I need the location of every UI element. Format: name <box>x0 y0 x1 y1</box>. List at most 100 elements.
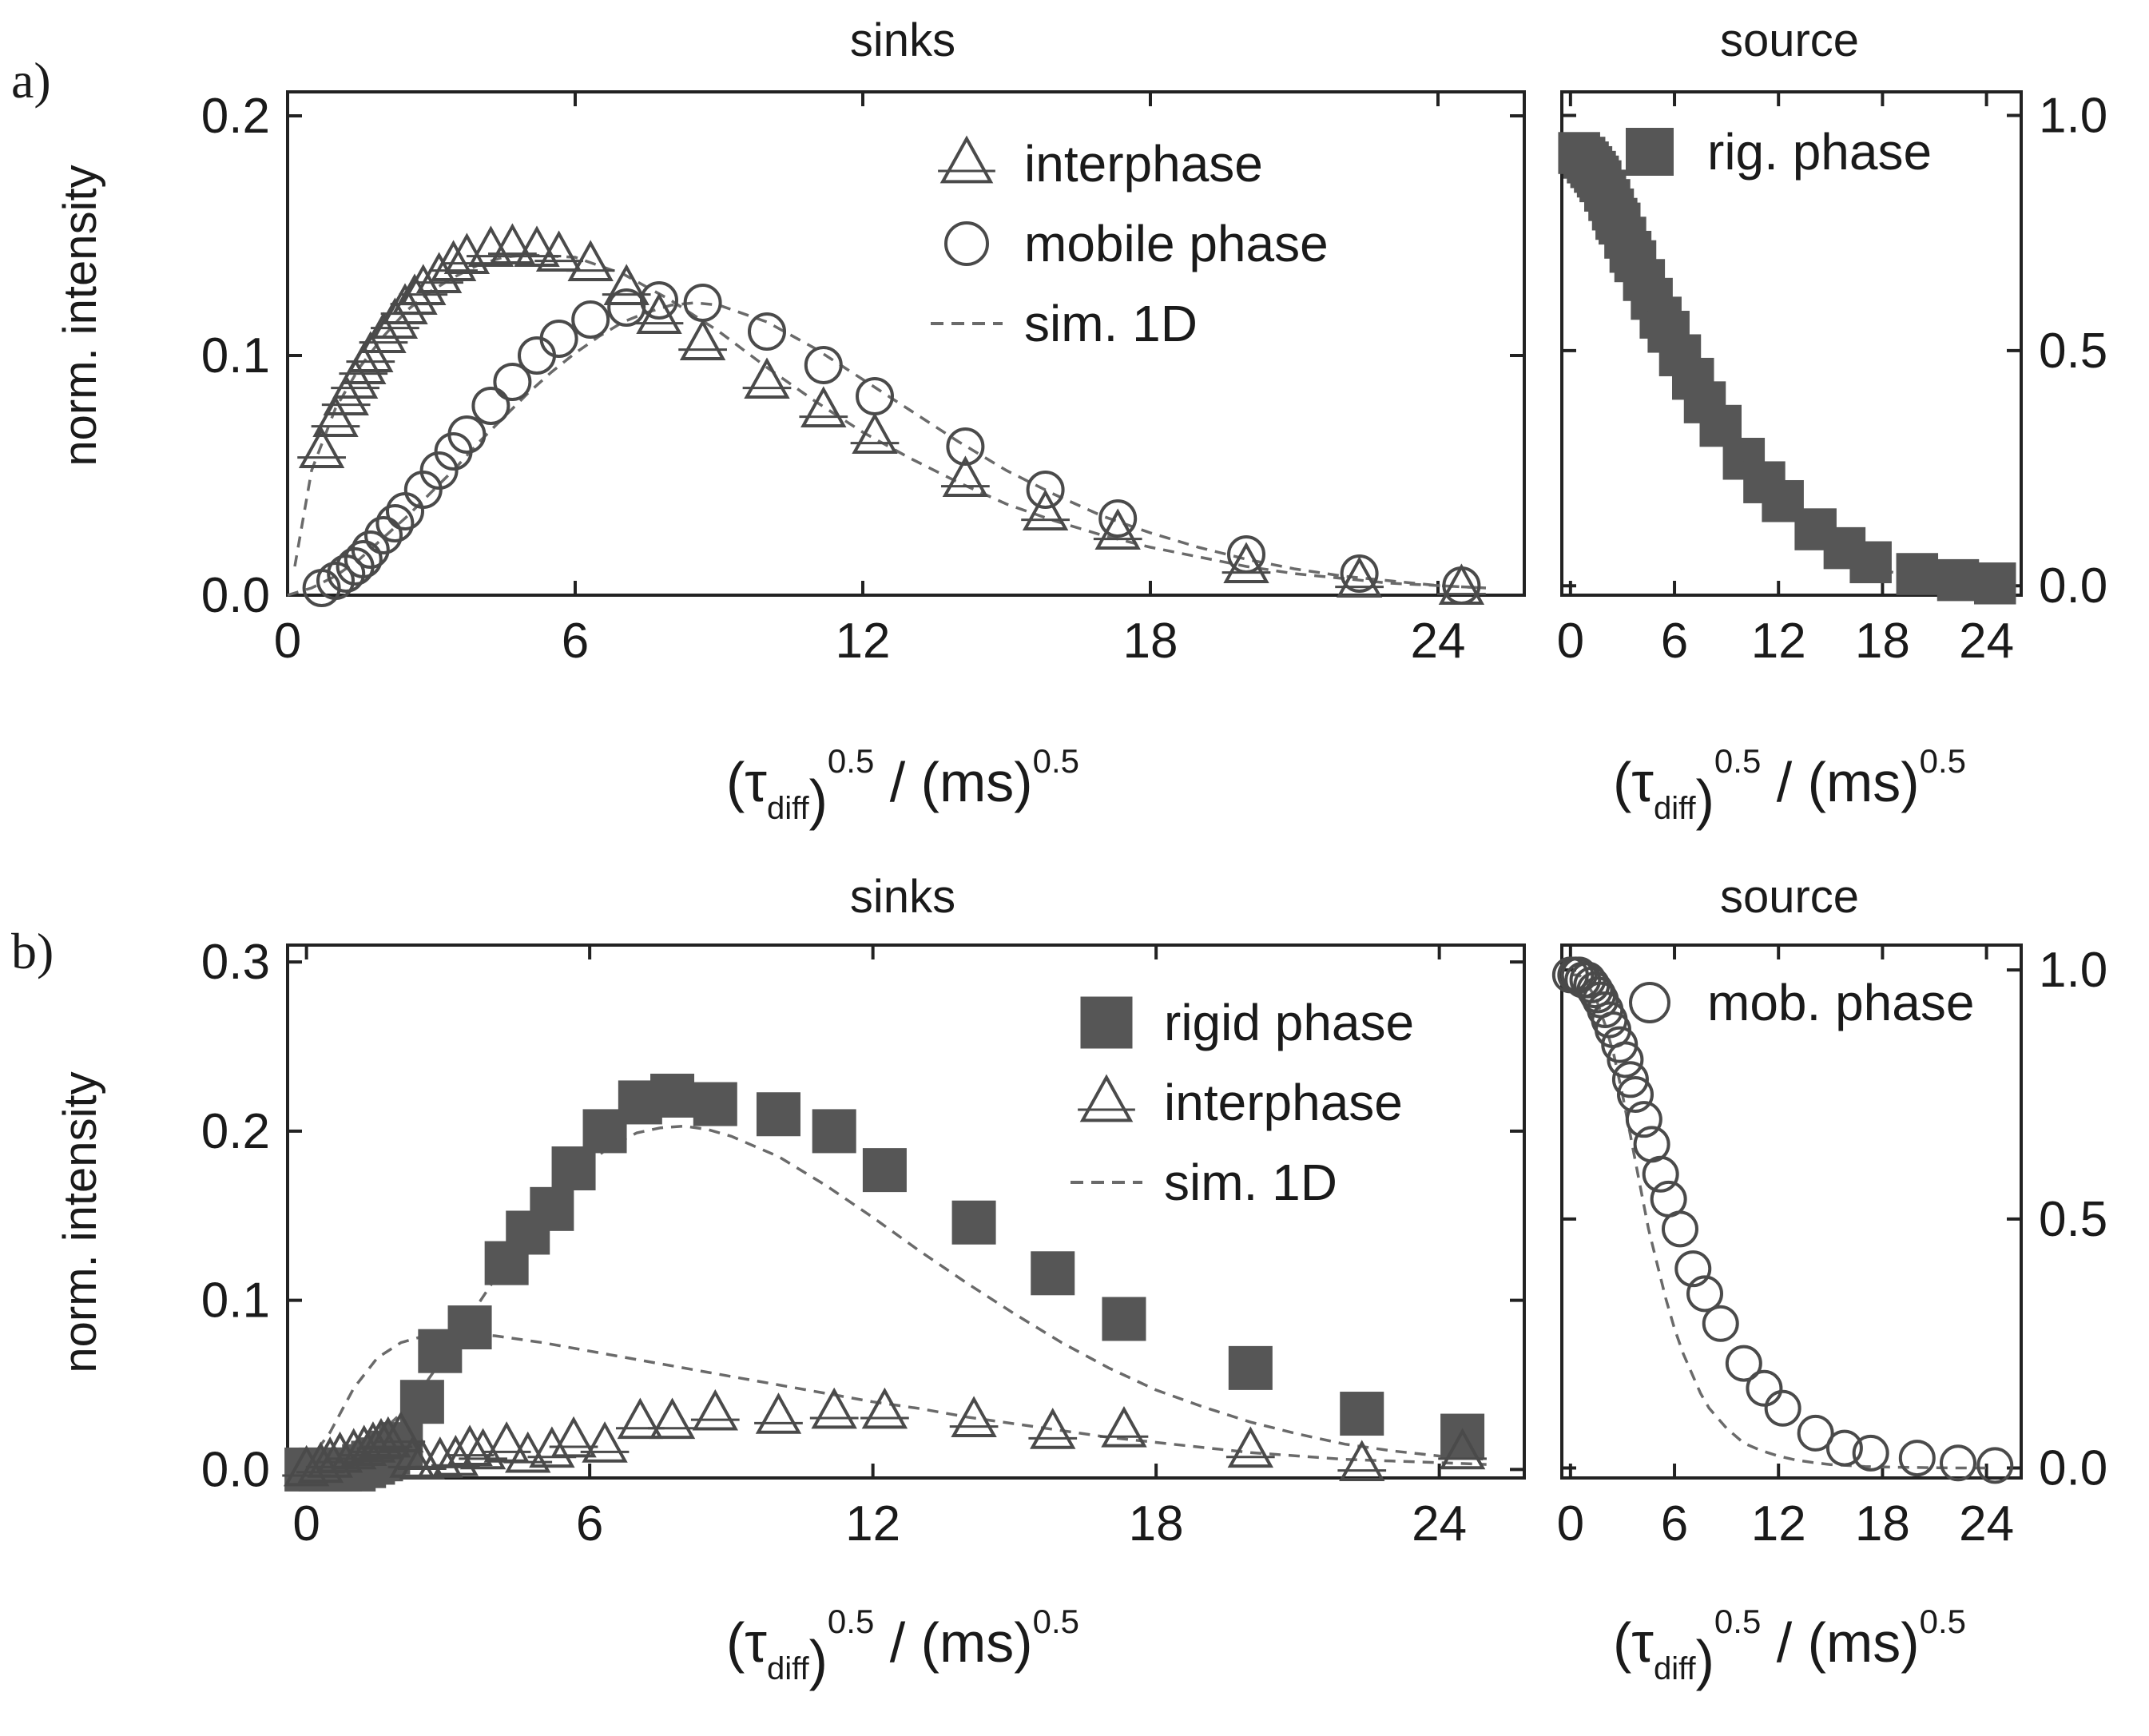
b-source-xtick-label: 24 <box>1959 1496 2014 1551</box>
chart-b-sinks: sinks norm. intensity (τdiff)0.5 / (ms)0… <box>54 871 1526 1691</box>
a-sinks-point-triangle <box>512 225 562 267</box>
a-sinks-point-circle <box>316 562 355 600</box>
b-source-point-circle <box>1898 1440 1936 1477</box>
a-sinks-point-circle <box>683 284 722 322</box>
b-sinks-point-triangle <box>648 1397 697 1440</box>
b-sinks-point-triangle-shape <box>417 1436 463 1478</box>
b-source-point-circle <box>1674 1250 1712 1288</box>
b-sinks-point-triangle-shape <box>1227 1426 1274 1468</box>
a-sinks-point-triangle <box>297 427 346 468</box>
a-sinks-point-triangle-shape <box>535 230 582 272</box>
chart-a-source-title: source <box>1720 14 1859 66</box>
a-sinks-point-triangle-shape <box>430 240 477 281</box>
b-sinks-point-triangle <box>1225 1426 1275 1468</box>
b-source-point-circle <box>1797 1414 1834 1452</box>
a-sinks-point-triangle-shape <box>942 455 989 497</box>
chart-a-sinks-xlabel: (τdiff)0.5 / (ms)0.5 <box>726 742 1079 831</box>
b-sinks-point-triangle-shape <box>755 1392 802 1434</box>
a-sinks-legend-swatch <box>938 135 995 184</box>
a-sinks-point-triangle-shape <box>800 386 847 427</box>
a-sinks-point-circle <box>447 415 487 454</box>
chart-a-sinks: sinks norm. intensity (τdiff)0.5 / (ms)0… <box>54 14 1526 831</box>
a-sinks-point-triangle <box>566 240 615 281</box>
b-source-point-circle <box>1686 1275 1724 1313</box>
a-sinks-frame <box>286 90 1526 597</box>
b-source-point-circle <box>1601 1026 1639 1063</box>
b-sinks-point-triangle-shape <box>692 1388 738 1431</box>
a-source-legend-label: rig. phase <box>1707 123 1932 181</box>
b-source-sim-curve <box>1570 973 1987 1470</box>
b-sinks-point-square <box>551 1146 596 1191</box>
b-source-ytick-label: 0.5 <box>2039 1192 2107 1247</box>
b-sinks-legend-swatch-shape <box>1079 1074 1134 1122</box>
chart-a-source-xlabel: (τdiff)0.5 / (ms)0.5 <box>1613 742 1966 831</box>
b-source-point-circle <box>1611 1061 1649 1098</box>
a-source-point-square <box>1973 562 2016 605</box>
chart-a-source: source (τdiff)0.5 / (ms)0.5 0 6 12 18 24 0.0 0… <box>1557 14 2108 831</box>
a-source-ytick-label: 0.0 <box>2039 558 2107 614</box>
b-sinks-point-triangle-shape <box>649 1397 696 1440</box>
a-source-ytick-label: 0.5 <box>2039 324 2107 379</box>
b-source-xtick-label: 18 <box>1855 1496 1910 1551</box>
a-sinks-point-triangle <box>534 230 583 272</box>
a-sinks-point-triangle-shape <box>514 225 560 267</box>
b-source-point-circle <box>1976 1447 2014 1484</box>
b-sinks-point-square <box>1340 1392 1384 1436</box>
b-sinks-point-triangle-shape <box>1101 1406 1147 1448</box>
a-sinks-point-circle <box>748 312 786 351</box>
b-sinks-point-triangle-shape <box>582 1421 628 1463</box>
a-source-frame <box>1560 90 2023 597</box>
a-sinks-point-triangle-shape <box>744 357 790 399</box>
a-source-point-square <box>1849 541 1892 584</box>
b-sinks-point-square <box>1228 1345 1273 1390</box>
a-source-point-square <box>1936 558 1980 602</box>
b-sinks-xtick-label: 24 <box>1412 1496 1467 1551</box>
a-sinks-legend-swatch <box>944 221 989 266</box>
a-sinks-point-triangle <box>1021 489 1070 530</box>
a-sinks-point-triangle-shape <box>567 240 614 281</box>
b-source-point-circle <box>1764 1389 1801 1427</box>
a-sinks-xtick-label: 12 <box>836 614 891 669</box>
b-sinks-point-square <box>1102 1297 1146 1341</box>
a-sinks-point-circle <box>856 377 894 415</box>
a-sinks-point-triangle-shape <box>312 395 359 437</box>
a-sinks-point-triangle <box>429 240 478 281</box>
a-sinks-ytick-label: 0.0 <box>201 568 270 623</box>
b-sinks-point-square <box>650 1073 695 1118</box>
chart-b-sinks-xlabel: (τdiff)0.5 / (ms)0.5 <box>726 1603 1079 1691</box>
b-sinks-point-triangle <box>1028 1408 1078 1449</box>
b-source-point-circle <box>1852 1434 1889 1472</box>
a-sinks-point-circle <box>1026 471 1065 509</box>
a-sinks-point-triangle-shape <box>1094 508 1141 550</box>
b-sinks-point-triangle <box>754 1392 803 1434</box>
a-sinks-point-triangle-shape <box>603 264 649 305</box>
a-sinks-point-triangle <box>371 297 419 339</box>
a-sinks-point-triangle-shape <box>679 319 726 360</box>
a-sinks-point-circle <box>539 320 578 358</box>
b-sinks-xtick-label: 0 <box>292 1496 320 1551</box>
a-sinks-point-triangle <box>850 412 900 454</box>
a-sinks-point-triangle <box>742 357 792 399</box>
b-sinks-point-square <box>1031 1251 1075 1296</box>
a-sinks-point-triangle-shape <box>852 412 898 454</box>
chart-a-sinks-ylabel: norm. intensity <box>54 165 106 466</box>
b-sinks-point-triangle <box>949 1396 999 1437</box>
a-sinks-point-triangle <box>1335 556 1384 598</box>
b-source-ytick-label: 0.0 <box>2039 1441 2107 1496</box>
b-source-ytick-label: 1.0 <box>2039 943 2107 998</box>
a-sinks-point-triangle <box>799 386 848 427</box>
a-sinks-point-triangle <box>1093 508 1142 550</box>
chart-b-source-xlabel: (τdiff)0.5 / (ms)0.5 <box>1613 1603 1966 1691</box>
a-sinks-point-circle <box>804 346 843 384</box>
b-sinks-point-triangle <box>1438 1428 1487 1470</box>
b-sinks-point-triangle <box>1099 1406 1149 1448</box>
b-sinks-point-triangle-shape <box>447 1424 493 1466</box>
b-sinks-legend-label: rigid phase <box>1164 994 1414 1051</box>
b-source-point-circle <box>1746 1369 1783 1407</box>
a-sinks-point-circle <box>640 281 678 320</box>
b-sinks-point-square <box>530 1186 574 1231</box>
b-sinks-point-triangle-shape <box>365 1416 411 1458</box>
b-sinks-point-triangle <box>690 1388 740 1431</box>
b-sinks-legend-label: sim. 1D <box>1164 1154 1337 1211</box>
b-sinks-point-triangle-shape <box>399 1438 446 1480</box>
